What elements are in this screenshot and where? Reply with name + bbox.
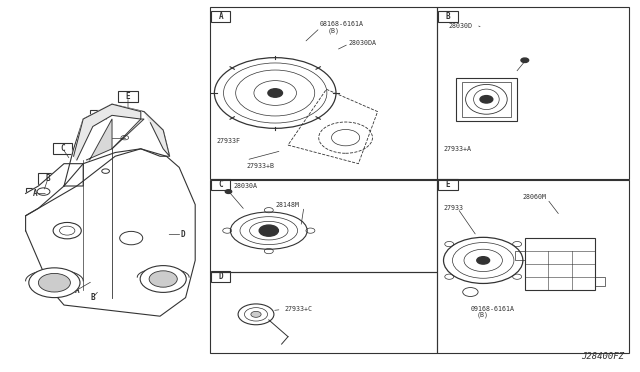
FancyBboxPatch shape	[90, 110, 109, 121]
FancyBboxPatch shape	[438, 11, 458, 22]
Bar	[515, 251, 525, 260]
Text: 27933+B: 27933+B	[246, 163, 275, 169]
Bar	[437, 180, 629, 353]
Polygon shape	[26, 270, 83, 281]
FancyBboxPatch shape	[67, 285, 86, 296]
Circle shape	[225, 190, 232, 193]
Bar	[210, 7, 437, 179]
Text: 28148M: 28148M	[275, 202, 300, 208]
Text: 27933F: 27933F	[216, 138, 241, 144]
Text: C: C	[218, 180, 223, 189]
Bar	[595, 277, 605, 286]
Circle shape	[268, 89, 282, 97]
Bar	[210, 180, 437, 272]
Polygon shape	[86, 119, 112, 160]
Text: 27933: 27933	[444, 205, 463, 211]
Text: (B): (B)	[476, 311, 488, 318]
Text: 27933+A: 27933+A	[444, 146, 472, 152]
Text: 28060M: 28060M	[522, 194, 547, 200]
FancyBboxPatch shape	[38, 173, 58, 184]
Text: J28400FZ: J28400FZ	[581, 352, 624, 361]
Text: 27933+C: 27933+C	[285, 306, 313, 312]
Text: (B): (B)	[328, 27, 340, 34]
Bar	[456, 78, 517, 121]
Circle shape	[38, 273, 70, 292]
Text: C: C	[60, 144, 65, 153]
FancyBboxPatch shape	[26, 188, 45, 199]
Polygon shape	[26, 164, 83, 216]
Polygon shape	[144, 112, 170, 156]
FancyBboxPatch shape	[173, 229, 192, 240]
Text: B: B	[90, 293, 95, 302]
FancyBboxPatch shape	[118, 91, 138, 102]
Circle shape	[480, 96, 493, 103]
FancyBboxPatch shape	[53, 143, 72, 154]
Text: A: A	[218, 12, 223, 21]
Bar	[525, 238, 595, 290]
Polygon shape	[74, 104, 141, 160]
Text: A: A	[74, 286, 79, 295]
FancyBboxPatch shape	[83, 292, 102, 303]
Circle shape	[259, 225, 278, 236]
FancyBboxPatch shape	[211, 11, 230, 22]
Text: B: B	[445, 12, 451, 21]
Circle shape	[251, 311, 261, 317]
Text: 28030DA: 28030DA	[349, 40, 377, 46]
FancyBboxPatch shape	[211, 271, 230, 282]
Text: E: E	[125, 92, 131, 101]
FancyBboxPatch shape	[211, 179, 230, 190]
Circle shape	[149, 271, 177, 287]
Text: 28030A: 28030A	[234, 183, 258, 189]
Circle shape	[29, 268, 80, 298]
Text: 08168-6161A: 08168-6161A	[320, 21, 364, 27]
Text: D: D	[180, 230, 185, 239]
Bar	[462, 82, 511, 117]
Bar	[210, 272, 437, 353]
Bar	[437, 7, 629, 179]
Text: 09168-6161A: 09168-6161A	[470, 306, 515, 312]
Text: A: A	[33, 189, 38, 198]
Polygon shape	[64, 104, 170, 186]
Circle shape	[521, 58, 529, 62]
Text: D: D	[97, 111, 102, 120]
Polygon shape	[112, 119, 144, 149]
Polygon shape	[138, 268, 189, 277]
Circle shape	[477, 257, 490, 264]
Text: E: E	[445, 180, 451, 189]
Polygon shape	[26, 149, 195, 316]
Text: 28030D: 28030D	[448, 23, 472, 29]
Text: B: B	[45, 174, 51, 183]
FancyBboxPatch shape	[438, 179, 458, 190]
Text: D: D	[218, 272, 223, 281]
Circle shape	[140, 266, 186, 292]
